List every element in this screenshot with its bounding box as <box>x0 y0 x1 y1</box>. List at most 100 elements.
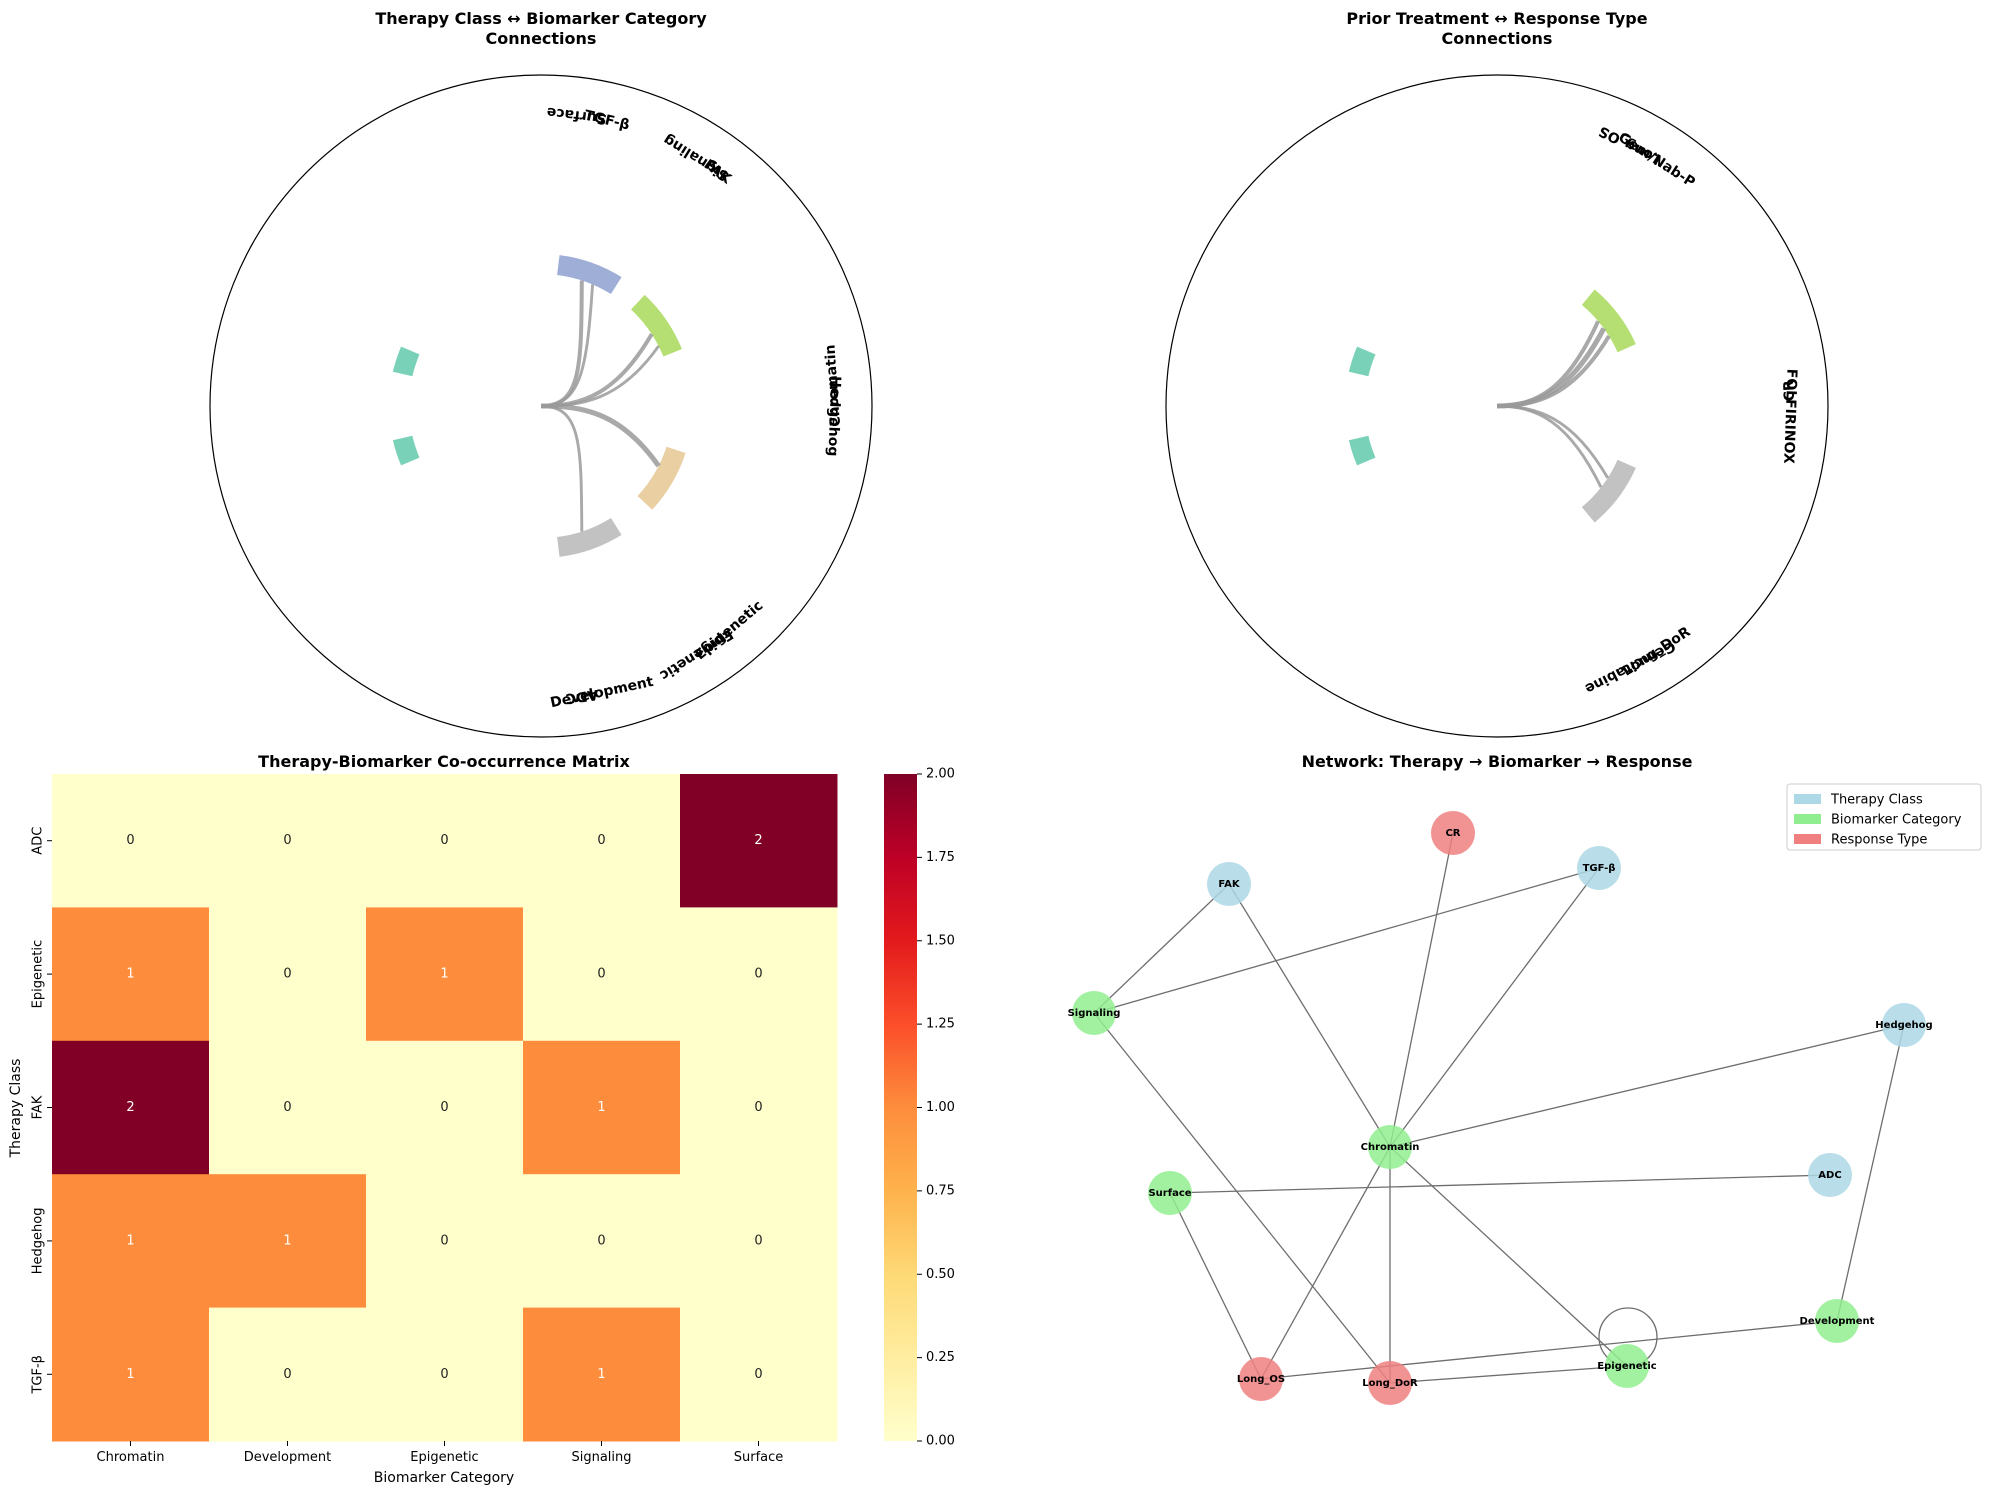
heatmap-cell <box>52 1040 210 1175</box>
heatmap-xtick-label: Chromatin <box>97 1450 165 1465</box>
heatmap-cell <box>680 907 838 1042</box>
heatmap-cell <box>366 1174 524 1309</box>
network-node-label: Chromatin <box>1361 1142 1420 1153</box>
chord-1-arc-0 <box>557 255 622 295</box>
network-node-label: Signaling <box>1068 1008 1121 1019</box>
network-node-label: Long_DoR <box>1362 1378 1418 1389</box>
heatmap-cell <box>680 1307 838 1442</box>
network-node-label: TGF-β <box>1583 863 1616 874</box>
colorbar-tick-label: 2.00 <box>926 767 955 782</box>
heatmap-cell-value: 1 <box>597 1100 605 1115</box>
network-node <box>1368 1125 1412 1169</box>
network-edge <box>1836 1024 1905 1322</box>
heatmap-cell <box>209 774 367 908</box>
legend-label: Biomarker Category <box>1831 813 1962 828</box>
chord-2-arc-1 <box>1581 459 1636 523</box>
heatmap-cell-value: 0 <box>440 1367 448 1382</box>
heatmap-ytick-label: Hedgehog <box>31 1208 46 1275</box>
chord-2-label-5: Long_DoR <box>1620 624 1694 680</box>
heatmap-cell-value: 0 <box>754 967 762 982</box>
heatmap-cell <box>366 1040 524 1175</box>
network-node <box>1239 1357 1283 1401</box>
colorbar <box>884 774 917 1441</box>
network-node <box>1148 1171 1192 1215</box>
network-node-label: Long_OS <box>1237 1374 1285 1385</box>
heatmap-cell <box>523 907 681 1042</box>
colorbar-tick-label: 1.00 <box>926 1100 955 1115</box>
network-node <box>1815 1299 1859 1343</box>
network-node-label: ADC <box>1818 1170 1841 1181</box>
chord-1-link-3 <box>540 345 660 408</box>
network-node <box>1207 862 1251 906</box>
chord-2-arc-2 <box>1348 346 1376 377</box>
heatmap-cell-value: 0 <box>597 1233 605 1248</box>
network-node-label: Hedgehog <box>1875 1020 1932 1031</box>
network-edge <box>1260 1146 1391 1380</box>
chord-2-circle <box>1165 74 1829 738</box>
chord-1-label-5: Chromatin <box>822 344 844 427</box>
heatmap-cell-value: 0 <box>754 1367 762 1382</box>
heatmap-cell-value: 0 <box>126 833 134 848</box>
chord-1-link-2 <box>540 333 654 408</box>
chord-1-label-4: Hedgehog <box>824 376 843 457</box>
chord-1-arc-4 <box>392 346 420 377</box>
chord-1-title: Therapy Class ↔ Biomarker Category Connec… <box>375 9 707 48</box>
chord-1-arc-1 <box>631 294 682 357</box>
heatmap-ytick-label: FAK <box>31 1095 46 1119</box>
heatmap-cell <box>209 1307 367 1442</box>
network-graph: Network: Therapy → Biomarker → Response … <box>1068 752 1982 1405</box>
network-node <box>1368 1361 1412 1405</box>
network-edge <box>1093 883 1230 1014</box>
chord-2-label-2: FOLFIRINOX <box>1780 368 1799 464</box>
heatmap-xtick-label: Development <box>244 1450 332 1465</box>
colorbar-tick-label: 0.00 <box>926 1434 955 1449</box>
heatmap-cooccurrence: Therapy-Biomarker Co-occurrence Matrix B… <box>8 752 955 1486</box>
chord-1-arc-3 <box>557 517 622 557</box>
network-edge <box>1389 1365 1628 1384</box>
heatmap-cell-value: 1 <box>283 1233 291 1248</box>
network-node <box>1882 1003 1926 1047</box>
legend-label: Response Type <box>1831 833 1927 848</box>
heatmap-cell <box>523 1307 681 1442</box>
heatmap-cell <box>366 907 524 1042</box>
chord-1-link-5 <box>540 404 584 532</box>
colorbar-tick-label: 1.75 <box>926 850 955 865</box>
heatmap-cell <box>209 907 367 1042</box>
network-node <box>1808 1153 1852 1197</box>
heatmap-cell-value: 1 <box>126 1367 134 1382</box>
chord-2-link-4 <box>1496 404 1603 488</box>
chord-1-label-1: Surface <box>546 104 608 127</box>
heatmap-ylabel: Therapy Class <box>8 1059 24 1159</box>
legend-swatch <box>1794 794 1821 804</box>
network-node-label: Epigenetic <box>1597 1361 1656 1372</box>
heatmap-cell <box>680 774 838 908</box>
chord-diagram-treatment-response: Prior Treatment ↔ Response Type Connectio… <box>1165 9 1829 738</box>
network-edge <box>1389 1146 1628 1367</box>
heatmap-cell <box>366 1307 524 1442</box>
heatmap-cell <box>52 1307 210 1442</box>
heatmap-cell-value: 0 <box>283 1367 291 1382</box>
heatmap-cell-value: 0 <box>283 967 291 982</box>
heatmap-cell-value: 2 <box>126 1100 134 1115</box>
chord-1-link-4 <box>540 403 661 468</box>
colorbar-tick-label: 1.25 <box>926 1017 955 1032</box>
colorbar-tick-label: 0.75 <box>926 1183 955 1198</box>
chord-2-label-1: Long_OS <box>1596 122 1663 167</box>
legend-box <box>1786 783 1982 851</box>
chord-diagram-therapy-biomarker: Therapy Class ↔ Biomarker Category Connec… <box>209 9 873 738</box>
heatmap-ytick-label: Epigenetic <box>31 940 46 1008</box>
chord-1-label-7: Epigenetic <box>692 598 766 664</box>
heatmap-ytick-label: ADC <box>31 827 46 855</box>
network-node-label: FAK <box>1218 879 1240 890</box>
heatmap-cell-value: 0 <box>754 1100 762 1115</box>
heatmap-title: Therapy-Biomarker Co-occurrence Matrix <box>258 752 630 771</box>
heatmap-cell-value: 0 <box>597 967 605 982</box>
chord-2-arc-0 <box>1581 289 1636 353</box>
legend-label: Therapy Class <box>1830 793 1923 808</box>
heatmap-cell-value: 0 <box>754 1233 762 1248</box>
heatmap-xtick-label: Signaling <box>571 1450 631 1465</box>
heatmap-cell <box>523 1040 681 1175</box>
chord-2-title: Prior Treatment ↔ Response Type Connectio… <box>1346 9 1647 48</box>
